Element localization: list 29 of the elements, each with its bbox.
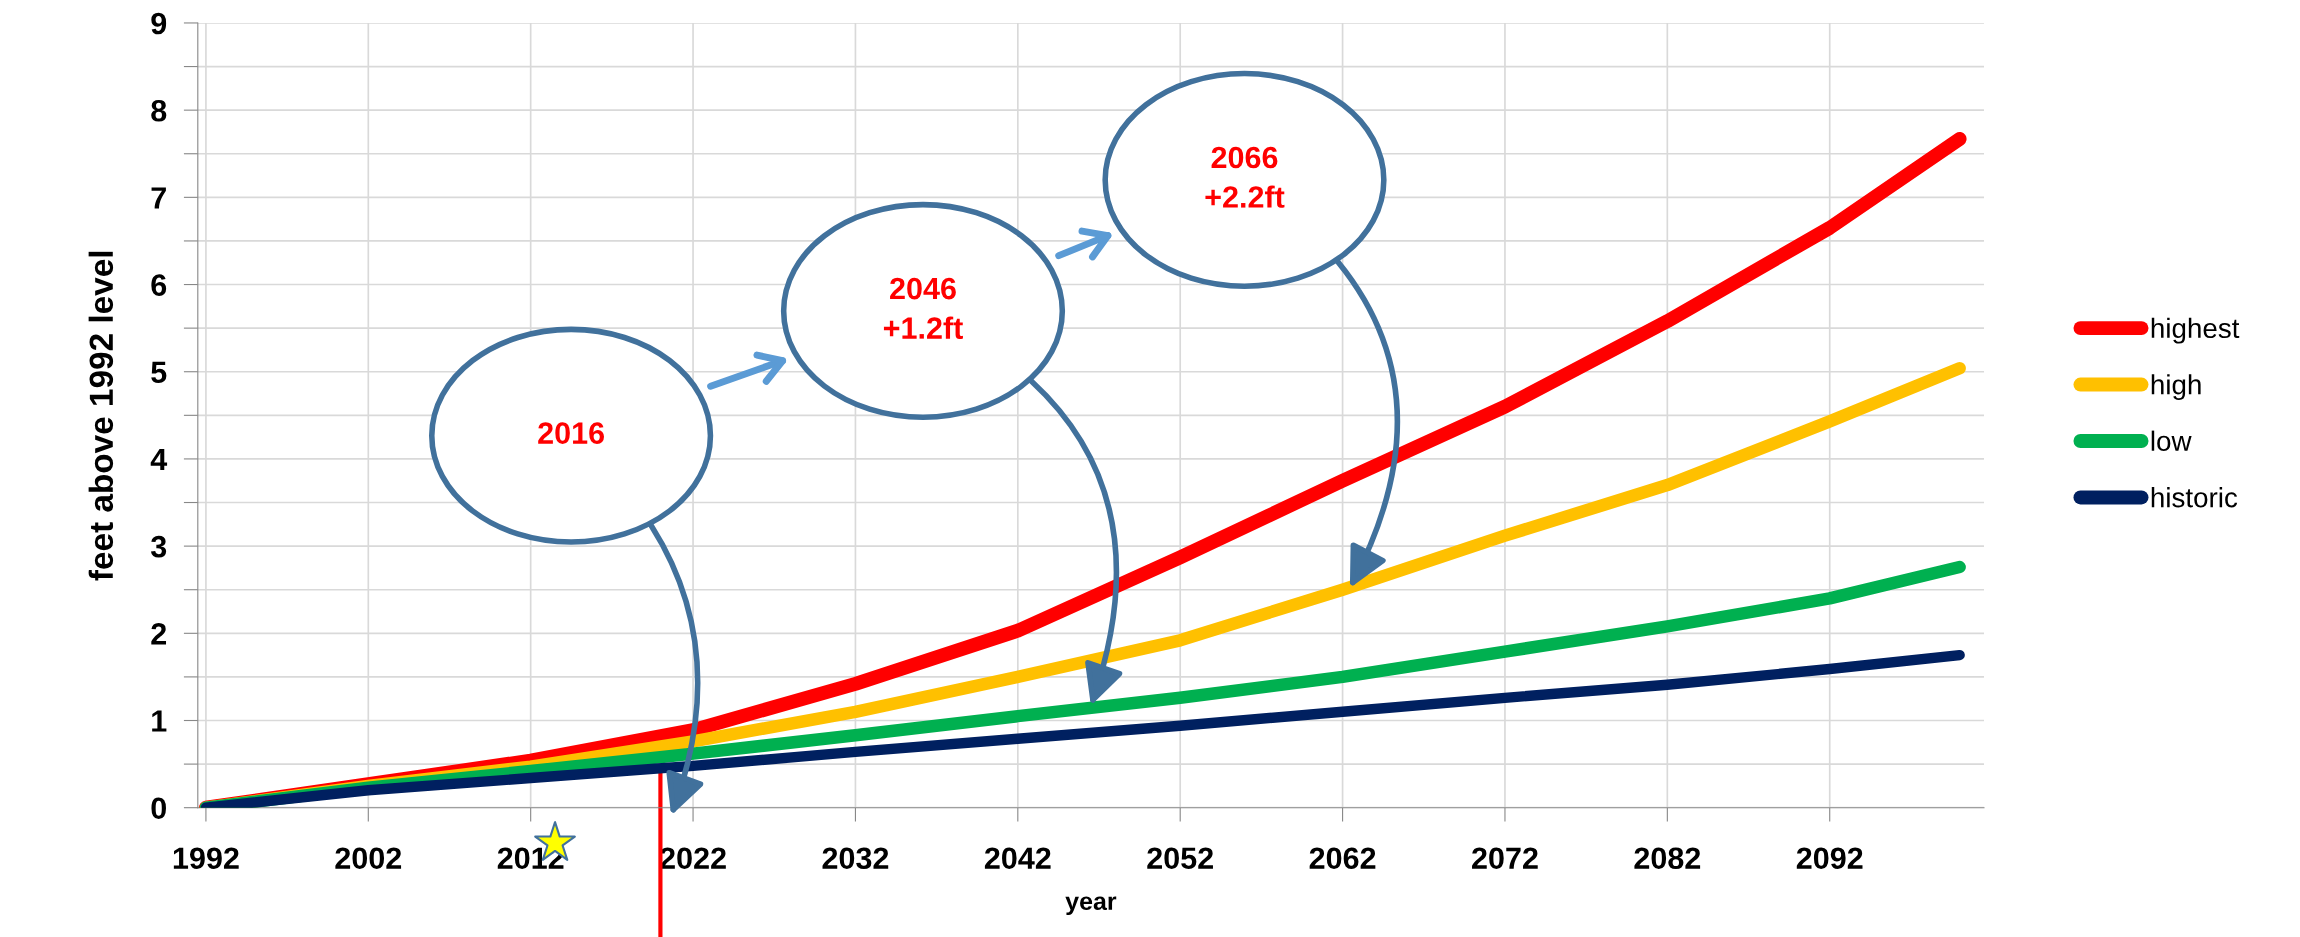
y-tick-label: 9: [151, 12, 167, 35]
x-tick-label: 2032: [822, 847, 889, 870]
legend-label: historic: [2151, 487, 2238, 508]
legend-label: high: [2151, 374, 2201, 401]
y-tick-label: 3: [150, 535, 167, 558]
y-tick-label: 2: [151, 623, 167, 645]
legend-label: highest: [2151, 317, 2240, 344]
y-tick-label: 1: [152, 710, 167, 732]
x-axis-title: year: [1065, 896, 1117, 916]
annotation: 2066 +2.2ft: [1205, 146, 1285, 208]
x-tick-label: 1992: [173, 847, 239, 870]
y-tick-label: 0: [151, 797, 166, 820]
x-tick-label: 2072: [1472, 847, 1538, 870]
y-tick-label: 8: [151, 99, 167, 122]
legend-label: low: [2151, 430, 2192, 452]
x-tick-label: 2002: [335, 847, 402, 870]
x-tick-label: 2042: [984, 847, 1051, 870]
y-tick-label: 7: [151, 187, 166, 209]
x-tick-label: 2062: [1309, 847, 1376, 870]
annotation: 2046 +1.2ft: [883, 277, 963, 339]
y-tick-label: 6: [151, 274, 167, 296]
y-tick-label: 5: [151, 361, 167, 384]
y-tick-label: 4: [150, 448, 168, 470]
x-tick-label: 2052: [1147, 847, 1213, 870]
x-tick-label: 2082: [1634, 847, 1701, 870]
x-tick-label: 2022: [660, 847, 726, 870]
annotation: 2016: [538, 422, 604, 444]
y-axis-title: feet above 1992 level: [88, 251, 114, 581]
x-tick-label: 2092: [1796, 847, 1863, 870]
